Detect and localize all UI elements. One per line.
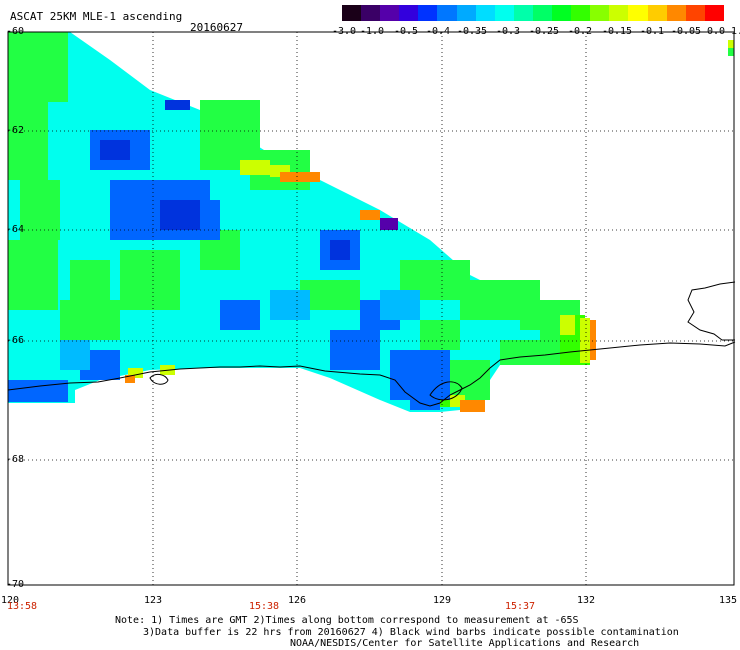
data-cell — [8, 240, 58, 310]
data-cell — [410, 380, 440, 410]
lat-label: -68 — [6, 454, 25, 465]
data-cell — [8, 32, 68, 102]
data-cell — [560, 315, 575, 335]
data-cell — [120, 250, 180, 310]
data-cell — [60, 340, 90, 370]
colorbar-segment — [342, 5, 362, 21]
time-label: 13:58 — [6, 601, 38, 612]
data-cell — [420, 320, 460, 350]
map-date: 20160627 — [190, 21, 243, 34]
lon-label: 120 — [0, 595, 20, 606]
grid-lines — [8, 32, 734, 585]
data-cell — [360, 210, 380, 220]
coastline-island — [149, 373, 169, 385]
colorbar-segment — [418, 5, 438, 21]
data-cell — [60, 300, 120, 340]
data-cell — [70, 260, 110, 300]
data-cell — [380, 218, 398, 230]
data-cell — [100, 140, 130, 160]
data-cell — [8, 380, 68, 402]
data-cell — [165, 100, 190, 110]
lon-label: 129 — [432, 595, 452, 606]
lon-label: 126 — [287, 595, 307, 606]
data-cell — [330, 330, 380, 370]
time-label: 15:37 — [504, 601, 536, 612]
time-label: 15:38 — [248, 601, 280, 612]
data-cell — [590, 320, 596, 360]
colorbar-segment — [475, 5, 495, 21]
colorbar-segment — [571, 5, 591, 21]
colorbar-segment — [552, 5, 572, 21]
data-cell — [450, 360, 490, 400]
data-cell — [460, 400, 485, 412]
lon-label: 132 — [576, 595, 596, 606]
colorbar-tick-label: 1.0 — [730, 26, 740, 37]
lat-label: -64 — [6, 224, 25, 235]
data-cell — [8, 100, 48, 180]
colorbar-segment — [666, 5, 686, 21]
lon-label: 135 — [718, 595, 738, 606]
data-cell — [125, 375, 135, 383]
data-cell — [20, 180, 60, 240]
data-cell — [240, 160, 270, 175]
colorbar-segment — [532, 5, 553, 21]
colorbar — [342, 5, 724, 21]
colorbar-segment — [437, 5, 457, 21]
note-line-3: NOAA/NESDIS/Center for Satellite Applica… — [290, 638, 640, 649]
coastline-east — [687, 281, 736, 341]
colorbar-segment — [609, 5, 629, 21]
map-title: ASCAT 25KM MLE-1 ascending — [10, 10, 183, 23]
data-cell — [728, 40, 734, 48]
colorbar-segment — [494, 5, 514, 21]
lat-label: -62 — [6, 125, 25, 136]
note-line-1: Note: 1) Times are GMT 2)Times along bot… — [115, 615, 579, 626]
map-frame — [7, 31, 735, 586]
data-field — [8, 32, 734, 412]
data-cell — [128, 368, 143, 378]
colorbar-segment — [685, 5, 705, 21]
data-cell — [220, 300, 260, 330]
data-cell — [500, 340, 560, 365]
colorbar-segment — [361, 5, 381, 21]
colorbar-segment — [590, 5, 610, 21]
data-cell — [330, 240, 350, 260]
lon-label: 123 — [143, 595, 163, 606]
data-swath — [8, 32, 590, 412]
data-cell — [380, 290, 420, 320]
colorbar-segment — [456, 5, 476, 21]
coastline — [7, 341, 736, 407]
colorbar-segment — [513, 5, 533, 21]
data-cell — [160, 200, 200, 230]
lat-label: -70 — [6, 579, 25, 590]
colorbar-segment — [647, 5, 667, 21]
lat-label: -66 — [6, 335, 25, 346]
lat-label: -60 — [6, 26, 25, 37]
colorbar-segment — [704, 5, 724, 21]
data-cell — [280, 172, 320, 182]
data-cell — [270, 290, 310, 320]
data-cell — [728, 48, 734, 56]
note-line-2: 3)Data buffer is 22 hrs from 20160627 4)… — [143, 627, 679, 638]
colorbar-segment — [380, 5, 400, 21]
colorbar-segment — [628, 5, 648, 21]
data-cell — [580, 318, 590, 363]
colorbar-segment — [399, 5, 419, 21]
coastline-bay — [429, 381, 463, 401]
